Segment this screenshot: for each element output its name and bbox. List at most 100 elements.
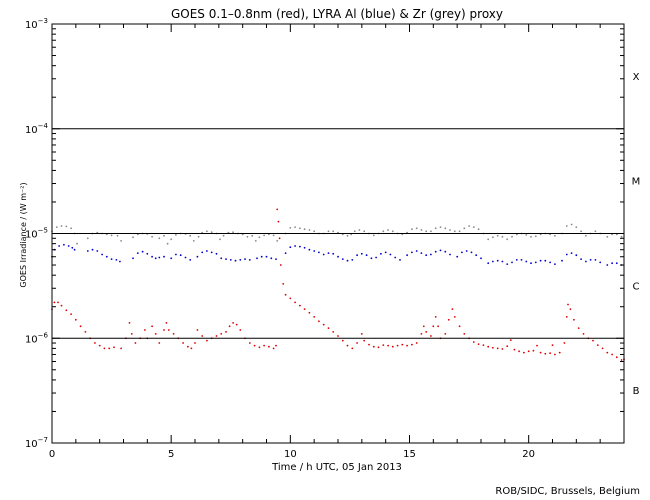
data-point	[394, 256, 397, 259]
data-point	[192, 240, 195, 242]
data-point	[94, 342, 96, 344]
data-point	[463, 333, 466, 335]
data-point	[235, 323, 238, 326]
data-point	[563, 342, 566, 344]
data-point	[580, 230, 582, 233]
data-point	[420, 229, 423, 231]
data-point	[356, 342, 358, 344]
data-point	[463, 227, 466, 230]
data-point	[308, 229, 311, 231]
data-point	[449, 229, 451, 231]
data-point	[382, 230, 385, 233]
data-point	[501, 348, 504, 350]
data-point	[567, 303, 569, 306]
data-point	[561, 259, 563, 262]
data-point	[606, 351, 609, 354]
data-point	[130, 333, 133, 335]
data-point	[248, 342, 251, 344]
data-point	[299, 227, 301, 230]
data-point	[558, 351, 561, 354]
data-point	[592, 339, 594, 342]
data-point	[219, 238, 221, 241]
data-point	[406, 254, 408, 257]
data-point	[282, 283, 285, 285]
data-point	[194, 342, 196, 344]
data-point	[501, 235, 504, 238]
flare-class-label: C	[633, 281, 640, 292]
data-point	[480, 257, 482, 260]
data-point	[387, 344, 389, 347]
data-point	[251, 234, 254, 237]
data-point	[487, 238, 490, 241]
data-point	[299, 245, 301, 248]
data-point	[511, 261, 513, 264]
data-point	[341, 258, 344, 260]
data-point	[549, 352, 551, 355]
data-point	[461, 251, 463, 254]
data-point	[303, 228, 306, 231]
data-point	[167, 329, 170, 331]
data-point	[420, 252, 423, 255]
data-point	[437, 325, 439, 328]
data-point	[492, 260, 494, 263]
data-point	[189, 259, 192, 261]
data-point	[580, 258, 582, 260]
data-point	[444, 333, 447, 335]
data-point	[569, 308, 572, 310]
data-point	[530, 235, 532, 238]
data-point	[239, 329, 242, 331]
data-point	[532, 349, 535, 352]
data-point	[465, 250, 468, 252]
data-point	[391, 345, 394, 348]
data-point	[511, 235, 513, 238]
data-point	[530, 262, 532, 265]
data-point	[225, 331, 227, 333]
data-point	[179, 254, 182, 257]
data-point	[477, 228, 480, 231]
y-tick-label: 10−6	[25, 331, 49, 345]
data-point	[411, 251, 413, 254]
data-point	[239, 259, 242, 261]
data-point	[372, 345, 375, 348]
data-point	[389, 253, 392, 256]
data-point	[615, 356, 618, 359]
data-point	[430, 253, 432, 256]
data-point	[570, 223, 573, 226]
data-point	[158, 237, 161, 240]
data-point	[73, 248, 76, 251]
data-point	[360, 333, 363, 335]
data-point	[337, 335, 339, 337]
data-point	[154, 333, 157, 335]
data-point	[277, 220, 280, 223]
data-point	[444, 250, 447, 253]
data-point	[422, 325, 425, 328]
data-point	[318, 251, 320, 254]
data-point	[294, 301, 296, 304]
data-point	[358, 229, 361, 231]
data-point	[278, 237, 281, 240]
data-point	[487, 262, 490, 265]
data-point	[253, 344, 256, 347]
data-point	[308, 248, 311, 251]
data-point	[65, 225, 68, 228]
data-point	[158, 256, 161, 259]
data-point	[425, 230, 428, 233]
data-point	[165, 322, 168, 324]
data-point	[496, 259, 499, 262]
data-point	[520, 259, 523, 261]
data-point	[151, 235, 154, 238]
data-point	[534, 235, 537, 238]
series-group	[51, 243, 623, 266]
data-point	[84, 331, 87, 333]
data-point	[472, 226, 475, 229]
data-point	[70, 313, 72, 315]
y-axis-label: GOES Irradiance / (W m⁻²)	[19, 182, 28, 287]
data-point	[163, 255, 165, 258]
data-point	[232, 322, 235, 324]
data-point	[229, 259, 232, 261]
data-point	[163, 329, 165, 331]
data-point	[215, 335, 218, 337]
data-point	[534, 261, 537, 264]
data-point	[570, 252, 573, 255]
data-point	[260, 255, 263, 258]
